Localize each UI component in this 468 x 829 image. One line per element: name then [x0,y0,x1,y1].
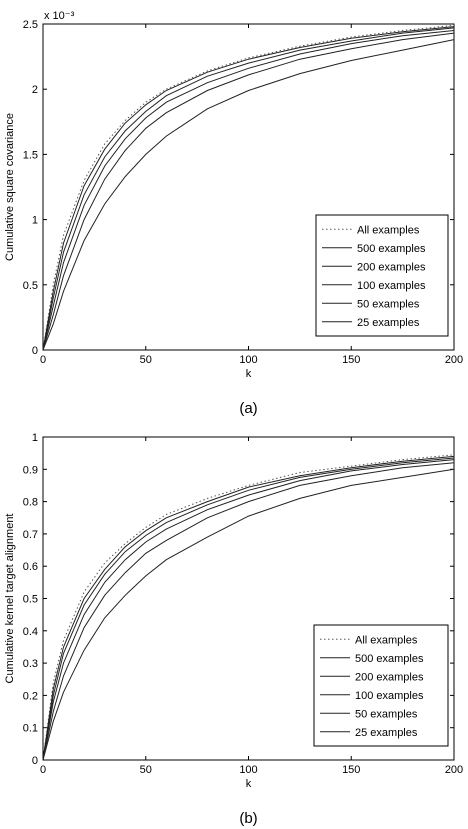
series-line-500-examples [42,455,455,761]
y-tick-label: 2.5 [23,19,38,31]
y-tick-label: 0.4 [23,626,38,638]
y-tick-label: 0.8 [23,497,38,509]
legend-entry: 25 examples [355,727,418,739]
series-line-100-examples [42,459,455,761]
series-line-25-examples [42,39,455,351]
legend-entry: 500 examples [355,653,424,665]
legend-entry: 50 examples [357,298,420,310]
y-tick-label: 0.7 [23,529,38,541]
y-axis-label: Cumulative kernel target alignment [4,514,16,684]
y-tick-label: 0 [32,755,38,767]
x-tick-label: 50 [140,764,152,776]
x-tick-label: 200 [445,764,463,776]
x-tick-label: 150 [342,354,360,366]
series-line-25-examples [42,468,455,761]
panel-caption: (a) [239,400,257,417]
y-tick-label: 0.5 [23,594,38,606]
y-tick-label: 1 [32,215,38,227]
legend-entry: All examples [355,634,418,646]
series-line-200-examples [42,457,455,761]
y-tick-label: 0.6 [23,561,38,573]
panel-caption: (b) [239,810,257,827]
y-tick-label: 0.2 [23,690,38,702]
legend-entry: 200 examples [355,671,424,683]
x-tick-label: 0 [40,764,46,776]
series-line-all-examples [42,24,455,351]
y-tick-label: 0.5 [23,280,38,292]
y-tick-label: 0.3 [23,658,38,670]
legend-box [313,624,449,747]
legend-entry: All examples [357,224,420,236]
series-line-200-examples [42,27,455,351]
legend-entry: 500 examples [357,243,426,255]
legend-entry: 50 examples [355,708,418,720]
series-line-500-examples [42,26,455,351]
legend-entry: 100 examples [357,280,426,292]
x-tick-label: 50 [140,354,152,366]
x-tick-label: 100 [239,764,257,776]
series-line-100-examples [42,30,455,351]
y-exponent-label: x 10⁻³ [44,10,75,22]
x-tick-label: 150 [342,764,360,776]
y-tick-label: 1 [32,432,38,444]
chart-panel-b: 0 50 100 150 200 0 0.1 0.2 0.3 0.4 0.5 0.6 0.7 0.8 0.9… [4,432,463,827]
legend-entry: 100 examples [355,690,424,702]
x-tick-label: 0 [40,354,46,366]
y-tick-label: 0.9 [23,464,38,476]
x-tick-label: 100 [239,354,257,366]
legend-box [315,214,449,337]
y-tick-label: 0.1 [23,723,38,735]
y-tick-label: 0 [32,345,38,357]
y-tick-label: 2 [32,84,38,96]
y-axis-label: Cumulative square covariance [4,113,16,261]
chart-panel-a: 0 50 100 150 200 0 0.5 1 1.5 2 2.5 x 10⁻³ k Cumulativ… [4,10,463,417]
series-line-all-examples [42,454,455,761]
series-line-50-examples [42,32,455,351]
series-line-50-examples [42,462,455,761]
x-axis-label: k [246,368,252,380]
y-tick-label: 1.5 [23,149,38,161]
legend-entry: 200 examples [357,261,426,273]
x-tick-label: 200 [445,354,463,366]
legend-entry: 25 examples [357,317,420,329]
x-axis-label: k [246,778,252,790]
